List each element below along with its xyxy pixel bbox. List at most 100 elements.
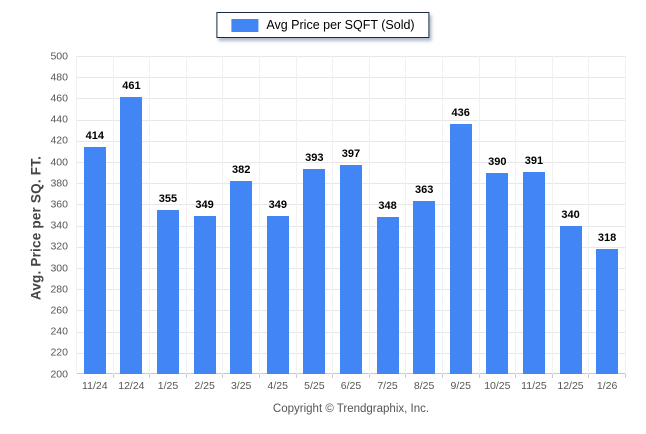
- bar-value-label: 390: [488, 156, 507, 168]
- bar[interactable]: [376, 217, 399, 374]
- bar-column: 414 11/24: [77, 56, 114, 391]
- x-axis-tick: [258, 374, 260, 378]
- x-axis-tick: [112, 374, 114, 378]
- x-axis-tick: [551, 374, 553, 378]
- bar-value-label: 349: [195, 199, 214, 211]
- bar-value-label: 340: [561, 209, 580, 221]
- bar[interactable]: [596, 249, 619, 374]
- x-axis-tick: [185, 374, 187, 378]
- bar-value-label: 397: [341, 148, 361, 160]
- bar-column: 382 3/25: [223, 56, 260, 391]
- y-tick-label: 280: [50, 282, 68, 295]
- x-axis-tick: [515, 374, 517, 378]
- bar[interactable]: [522, 172, 545, 374]
- bar-value-label: 355: [158, 193, 178, 205]
- y-tick-label: 460: [50, 92, 68, 105]
- x-axis-tick: [478, 374, 480, 378]
- bar-value-label: 363: [414, 184, 434, 196]
- bar-column: 348 7/25: [370, 56, 407, 391]
- bar-value-label: 393: [305, 152, 324, 164]
- bar[interactable]: [339, 165, 362, 374]
- x-axis-tick: [441, 374, 443, 378]
- bar[interactable]: [486, 173, 509, 374]
- bar[interactable]: [559, 226, 582, 374]
- x-tick-label: 8/25: [413, 380, 435, 392]
- bar-column: 390 10/25: [480, 56, 517, 391]
- y-tick-label: 300: [50, 261, 68, 274]
- y-tick-label: 480: [50, 70, 68, 83]
- bar-value-label: 391: [524, 155, 544, 167]
- x-axis-tick: [405, 374, 407, 378]
- y-tick-label: 380: [50, 176, 68, 189]
- bar[interactable]: [266, 216, 289, 374]
- bar-value-label: 318: [597, 232, 617, 244]
- y-tick-label: 440: [50, 113, 68, 126]
- bar-column: 397 6/25: [333, 56, 370, 391]
- x-tick-label: 2/25: [194, 380, 215, 392]
- bar[interactable]: [230, 181, 253, 374]
- bar-column: 349 4/25: [260, 56, 297, 391]
- bar-column: 340 12/25: [553, 56, 590, 391]
- bar[interactable]: [193, 216, 216, 374]
- y-tick-label: 220: [50, 346, 68, 359]
- bar-column: 436 9/25: [443, 56, 480, 391]
- x-tick-label: 7/25: [377, 380, 398, 392]
- y-tick-label: 400: [50, 155, 68, 168]
- copyright: Copyright © Trendgraphix, Inc.: [272, 403, 430, 415]
- bar[interactable]: [413, 201, 436, 374]
- bar[interactable]: [303, 169, 326, 374]
- x-axis-tick: [368, 374, 370, 378]
- legend-label: Avg Price per SQFT (Sold): [266, 18, 415, 32]
- legend-swatch-icon: [231, 18, 259, 32]
- x-axis-tick: [149, 374, 151, 378]
- x-tick-label: 10/25: [484, 380, 511, 392]
- x-tick-label: 1/26: [596, 380, 618, 392]
- bar[interactable]: [156, 210, 179, 374]
- bar-value-label: 414: [85, 130, 104, 142]
- x-tick-label: 12/25: [557, 380, 584, 392]
- x-axis-tick: [588, 374, 590, 378]
- plot-area: 414 11/24 461 12/24 355 1/25 349 2/25 382 3/25 349…: [50, 51, 626, 391]
- y-tick-label: 200: [50, 367, 68, 380]
- bar-value-label: 436: [451, 107, 470, 119]
- x-tick-label: 3/25: [230, 380, 252, 392]
- x-axis-tick: [332, 374, 334, 378]
- x-tick-label: 6/25: [340, 380, 362, 392]
- x-tick-label: 11/25: [521, 380, 547, 392]
- bar-column: 318 1/26: [589, 56, 626, 391]
- x-tick-label: 9/25: [450, 380, 471, 392]
- legend: Avg Price per SQFT (Sold): [216, 12, 430, 38]
- bar-columns: 414 11/24 461 12/24 355 1/25 349 2/25 382 3/25 349…: [76, 56, 626, 391]
- y-tick-label: 420: [50, 134, 68, 147]
- y-tick-label: 500: [50, 49, 68, 62]
- bar-column: 461 12/24: [114, 56, 151, 391]
- x-axis-tick: [295, 374, 297, 378]
- bar-value-label: 348: [378, 200, 397, 212]
- bar-column: 393 5/25: [297, 56, 334, 391]
- y-gridline: [76, 162, 626, 163]
- y-gridline: [76, 119, 626, 121]
- bar-column: 355 1/25: [150, 56, 187, 391]
- y-gridline: [76, 56, 626, 57]
- bar-value-label: 349: [268, 199, 287, 211]
- bar[interactable]: [120, 97, 143, 374]
- x-tick-label: 5/25: [304, 380, 325, 392]
- bar-column: 363 8/25: [406, 56, 443, 391]
- y-tick-label: 260: [50, 304, 68, 317]
- bar-column: 391 11/25: [516, 56, 553, 391]
- y-tick-label: 320: [50, 240, 68, 253]
- bar-value-label: 461: [122, 80, 141, 92]
- bar[interactable]: [83, 147, 106, 374]
- y-gridline: [76, 77, 626, 79]
- y-tick-label: 340: [50, 219, 68, 232]
- y-gridline: [76, 140, 626, 142]
- y-tick-label: 360: [50, 198, 68, 211]
- bar[interactable]: [449, 124, 472, 374]
- x-tick-label: 11/24: [82, 380, 108, 392]
- y-gridline: [76, 98, 626, 100]
- x-tick-label: 12/24: [118, 380, 145, 392]
- x-axis-tick: [624, 374, 626, 378]
- x-tick-label: 4/25: [267, 380, 288, 392]
- bar-value-label: 382: [231, 164, 251, 176]
